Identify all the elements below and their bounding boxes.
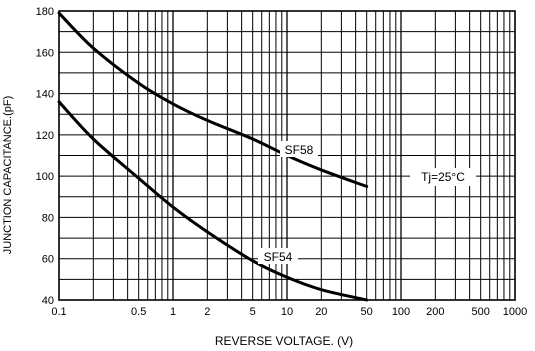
sf54-label-backdrop — [258, 248, 298, 264]
x-tick-label: 20 — [315, 306, 327, 318]
y-tick-label: 100 — [36, 171, 54, 183]
sf58-label-backdrop — [280, 141, 318, 157]
temperature-annotation-backdrop — [410, 168, 476, 186]
y-tick-label: 120 — [36, 130, 54, 142]
y-tick-label: 140 — [36, 89, 54, 101]
series-label-sf58: SF58 — [285, 143, 314, 157]
plot-frame — [58, 10, 516, 301]
series-line-sf54 — [57, 100, 369, 302]
x-tick-label: 1 — [170, 306, 176, 318]
y-tick-labels: 40 60 80 100 120 140 160 180 — [36, 6, 54, 307]
y-tick-label: 160 — [36, 47, 54, 59]
x-tick-label: 10 — [281, 306, 293, 318]
x-axis-label: REVERSE VOLTAGE. (V) — [215, 334, 353, 348]
x-tick-label: 200 — [426, 306, 444, 318]
x-tick-label: 500 — [472, 306, 490, 318]
x-tick-label: 100 — [392, 306, 410, 318]
x-tick-label: 50 — [361, 306, 373, 318]
y-tick-label: 180 — [36, 6, 54, 18]
temperature-annotation: Tj=25°C — [421, 170, 465, 184]
x-tick-label: 2 — [204, 306, 210, 318]
series-curves — [57, 11, 369, 302]
y-tick-label: 60 — [42, 254, 54, 266]
series-line-sf58 — [57, 11, 369, 188]
y-tick-label: 80 — [42, 212, 54, 224]
y-tick-label: 40 — [42, 295, 54, 307]
y-axis-label: JUNCTION CAPACITANCE.(pF) — [2, 96, 14, 255]
series-label-sf54: SF54 — [264, 250, 293, 264]
x-tick-label: 0.5 — [131, 306, 146, 318]
x-tick-labels: 0.1 0.5 1 2 5 10 20 50 100 200 500 1000 — [51, 306, 527, 318]
x-tick-label: 0.1 — [51, 306, 66, 318]
x-tick-label: 5 — [250, 306, 256, 318]
x-tick-label: 1000 — [503, 306, 527, 318]
